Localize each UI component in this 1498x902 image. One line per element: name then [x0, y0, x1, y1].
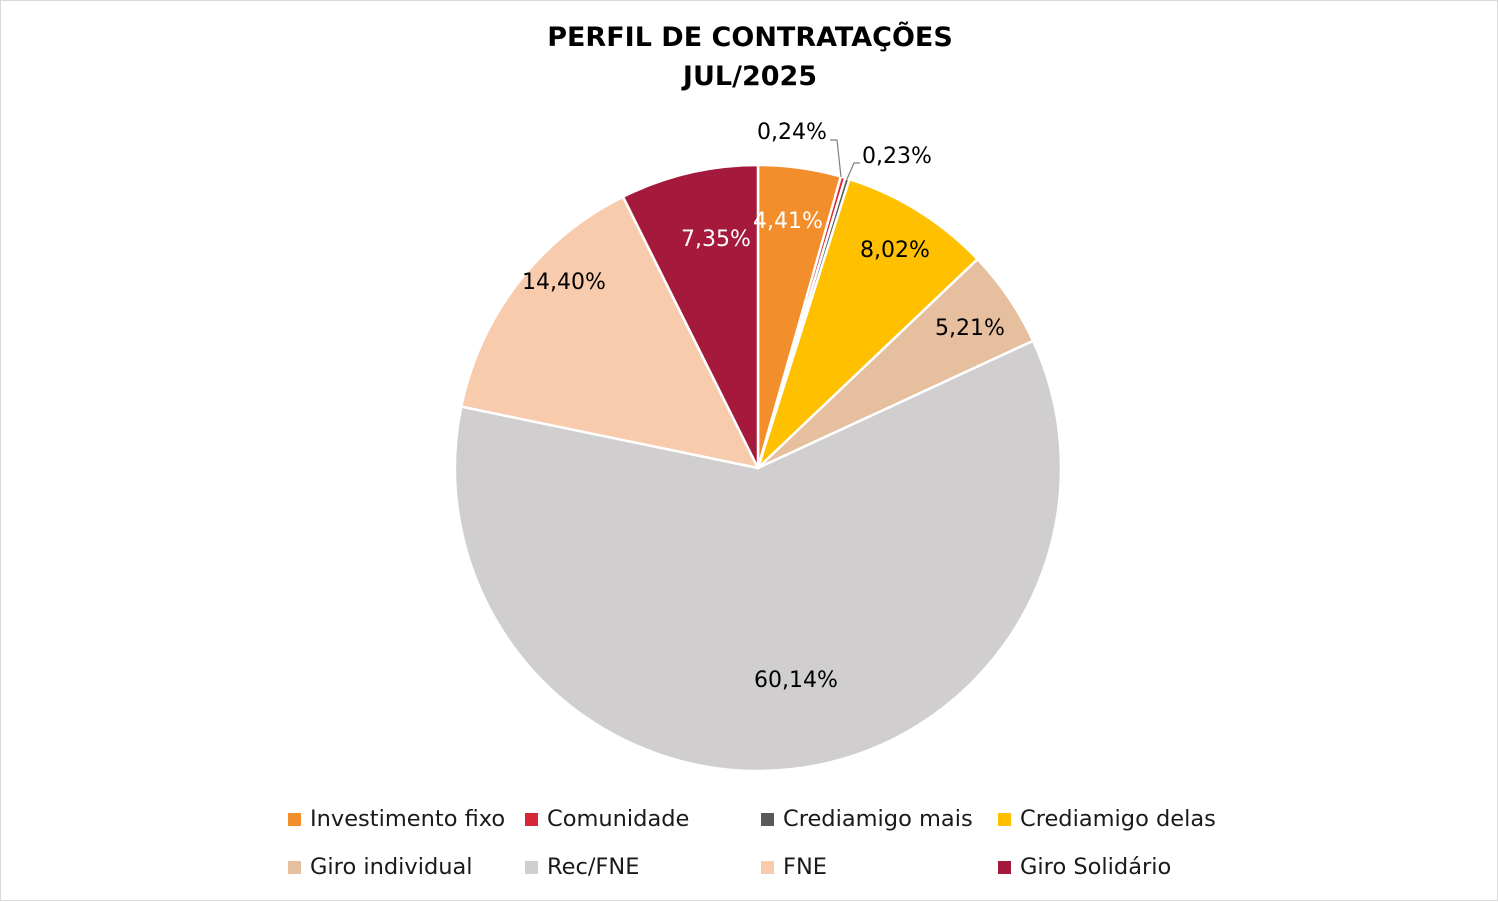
legend-swatch [288, 860, 301, 874]
legend-label: Investimento fixo [310, 806, 506, 832]
legend-swatch [525, 860, 538, 874]
legend-item: Crediamigo delas [998, 804, 1216, 834]
leader-line [846, 162, 860, 180]
legend-item: FNE [761, 852, 827, 882]
data-label: 8,02% [860, 238, 930, 263]
pie-slice-giro-solid-rio [621, 163, 760, 470]
legend-swatch [998, 860, 1011, 874]
legend-swatch [761, 860, 774, 874]
legend-label: Comunidade [547, 806, 690, 832]
legend-item: Crediamigo mais [761, 804, 973, 834]
legend-label: Crediamigo mais [783, 806, 973, 832]
data-label: 0,23% [862, 144, 932, 169]
data-label: 14,40% [522, 270, 606, 295]
legend-label: Giro Solidário [1020, 854, 1172, 880]
leader-line [830, 139, 842, 178]
data-label: 0,24% [757, 120, 827, 145]
legend-label: Giro individual [310, 854, 473, 880]
legend-swatch [761, 812, 774, 826]
pie-slice-crediamigo-delas [756, 177, 979, 470]
legend-item: Giro Solidário [998, 852, 1171, 882]
legend-item: Giro individual [288, 852, 473, 882]
data-label: 5,21% [935, 316, 1005, 341]
pie-slice-rec-fne [453, 339, 1063, 773]
legend-swatch [525, 812, 538, 826]
legend-swatch [288, 812, 301, 826]
legend-swatch [998, 812, 1011, 826]
chart-subtitle: JUL/2025 [682, 61, 818, 92]
legend-item: Comunidade [525, 804, 689, 834]
data-label: 60,14% [754, 668, 838, 693]
legend-item: Investimento fixo [288, 804, 505, 834]
legend-label: Crediamigo delas [1020, 806, 1216, 832]
data-label: 4,41% [753, 209, 823, 234]
legend-item: Rec/FNE [525, 852, 639, 882]
data-label: 7,35% [681, 227, 751, 252]
chart-title: PERFIL DE CONTRATAÇÕES [547, 22, 953, 53]
pie-slice-fne [460, 195, 760, 470]
legend-label: FNE [783, 854, 827, 880]
legend-label: Rec/FNE [547, 854, 640, 880]
